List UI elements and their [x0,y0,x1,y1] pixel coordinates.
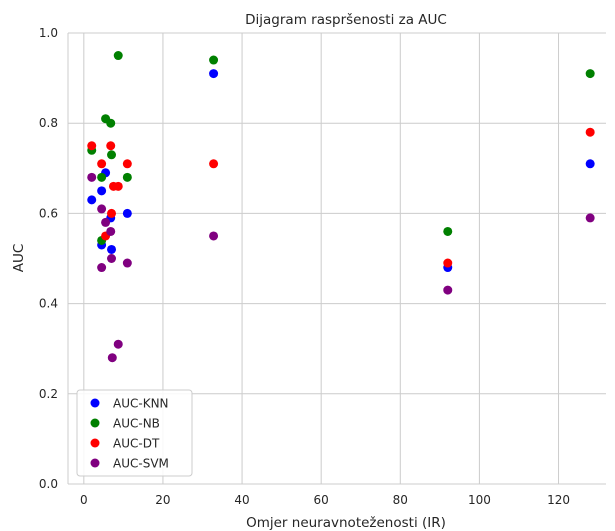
legend-box [76,389,193,477]
data-point [107,353,117,363]
data-point [107,244,117,254]
data-point [122,159,132,169]
y-tick-label: 0.4 [39,297,58,311]
data-point [97,159,107,169]
legend-label: AUC-NB [113,417,160,431]
axes: 0 20 40 60 80 100 120 0.0 0.2 0.4 0.6 0.8 1.0 [39,26,606,507]
data-point [585,69,595,79]
y-tick-label: 0.6 [39,206,58,220]
legend-label: AUC-KNN [113,397,169,411]
x-tick-label: 60 [314,493,329,507]
data-point [122,208,132,218]
data-point [106,141,116,151]
x-tick-label: 120 [547,493,570,507]
data-point [106,226,116,236]
x-tick-label: 0 [80,493,88,507]
data-point [107,254,117,263]
legend-marker [90,438,100,448]
x-axis-label: Omjer neuravnoteženosti (IR) [246,515,446,531]
x-tick-label: 40 [234,493,249,507]
data-point [585,159,595,169]
x-tick-label: 100 [468,493,491,507]
data-point [97,204,107,214]
legend-marker [90,458,100,468]
data-point [97,186,107,196]
data-point [107,150,117,160]
data-point [87,172,97,182]
data-point [113,51,123,61]
chart-title: Dijagram raspršenosti za AUC [245,12,447,28]
data-point [87,141,97,151]
data-point [97,263,107,273]
x-tick-label: 20 [155,493,170,507]
data-points [87,51,595,363]
x-tick-label: 80 [393,493,408,507]
data-point [443,285,453,295]
data-point [107,208,117,218]
legend-marker [90,398,100,408]
data-point [113,181,123,191]
data-point [209,55,219,65]
data-point [87,195,97,205]
data-point [113,339,123,349]
data-point [106,118,116,128]
data-point [209,231,219,241]
legend-label: AUC-DT [113,437,160,451]
data-point [443,226,453,236]
legend: AUC-KNN AUC-NB AUC-DT AUC-SVM [76,389,193,477]
legend-label: AUC-SVM [113,457,169,471]
data-point [122,258,132,268]
data-point [443,258,453,268]
y-tick-label: 0.0 [39,477,58,491]
data-point [585,213,595,223]
y-axis-label: AUC [11,244,27,273]
data-point [585,127,595,137]
data-point [209,69,219,79]
legend-marker [90,418,100,428]
data-point [101,217,111,227]
series-auc-svm [87,172,595,363]
y-tick-label: 1.0 [39,26,58,40]
y-tick-label: 0.2 [39,387,58,401]
data-point [122,172,132,182]
series-auc-dt [87,127,595,268]
data-point [209,159,219,169]
y-tick-label: 0.8 [39,116,58,130]
data-point [97,172,107,182]
